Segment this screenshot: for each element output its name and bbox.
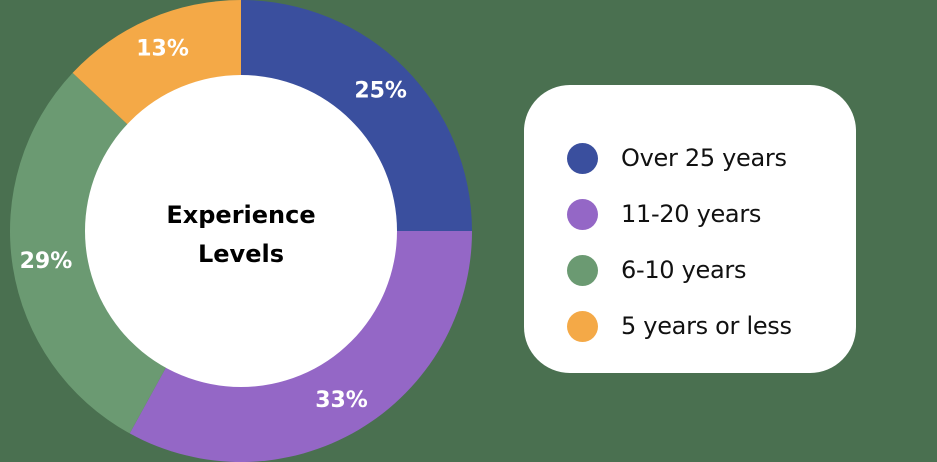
legend-label: 11-20 years: [621, 200, 762, 228]
legend-item-over-25-years: Over 25 years: [567, 130, 856, 186]
donut-chart: 25% 33% 29% 13% Experience Levels: [9, 0, 472, 462]
legend-label: Over 25 years: [621, 144, 787, 172]
legend: Over 25 years 11-20 years 6-10 years 5 y…: [524, 85, 856, 373]
slice-value-label: 29%: [20, 249, 73, 274]
legend-item-6-10-years: 6-10 years: [567, 242, 856, 298]
legend-swatch-icon: [567, 310, 598, 342]
legend-item-11-20-years: 11-20 years: [567, 186, 856, 242]
legend-label: 5 years or less: [621, 312, 792, 340]
center-title-line2: Levels: [198, 240, 284, 268]
slice-value-label: 33%: [315, 388, 368, 413]
slice-value-label: 13%: [136, 37, 189, 62]
legend-label: 6-10 years: [621, 256, 747, 284]
legend-swatch-icon: [567, 142, 598, 174]
legend-item-5-years-or-less: 5 years or less: [567, 298, 856, 354]
legend-swatch-icon: [567, 198, 598, 230]
legend-swatch-icon: [567, 254, 598, 286]
center-title-line1: Experience: [166, 201, 315, 229]
donut-hole: [85, 75, 397, 387]
slice-value-label: 25%: [354, 78, 407, 103]
slice-labels: 25% 33% 29% 13%: [20, 37, 407, 413]
